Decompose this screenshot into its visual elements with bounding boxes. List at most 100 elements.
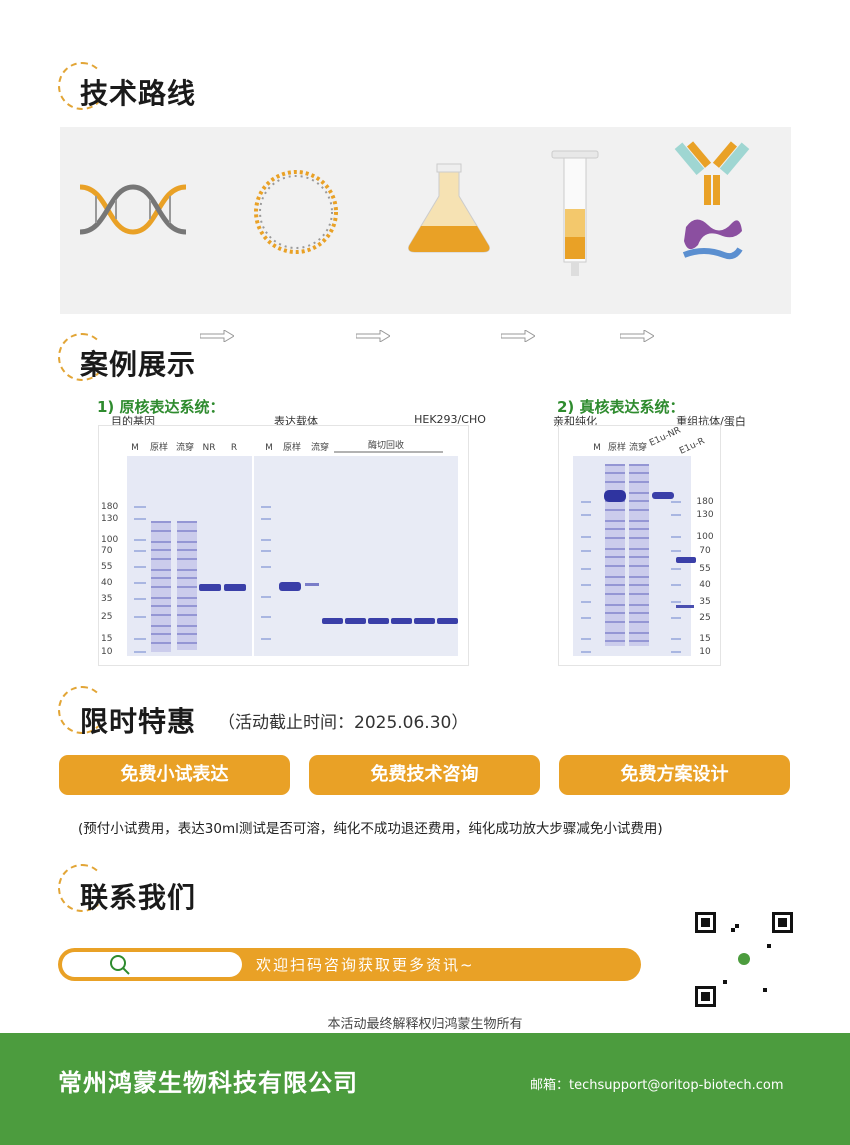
protein-band xyxy=(177,625,197,627)
step-label: 亲和纯化 xyxy=(553,415,597,428)
qr-module xyxy=(763,988,767,992)
arrow-icon xyxy=(200,330,234,342)
marker-band xyxy=(134,566,146,568)
marker-band xyxy=(134,598,146,600)
disclaimer: 本活动最终解释权归鸿蒙生物所有 xyxy=(327,1017,523,1032)
case1-title: 1) 原核表达系统： xyxy=(97,398,225,416)
email-link[interactable]: techsupport@oritop-biotech.com xyxy=(569,1078,784,1093)
marker-label: 35 xyxy=(699,597,710,607)
lane-label: 原样 xyxy=(283,441,301,453)
protein-band xyxy=(629,576,649,578)
heading-decoration xyxy=(58,333,106,381)
prokaryotic-gel-image: 180 130 100 70 55 40 35 25 15 10 M 原样 流穿 NR R M 原样 流穿 酶切回收 xyxy=(98,425,469,666)
protein-band xyxy=(605,548,625,550)
company-name: 常州鸿蒙生物科技有限公司 xyxy=(58,1069,358,1097)
marker-label: 180 xyxy=(696,497,713,507)
protein-band xyxy=(629,604,649,606)
protein-band xyxy=(177,558,197,560)
marker-band xyxy=(581,601,591,603)
marker-band xyxy=(581,568,591,570)
protein-band xyxy=(629,548,649,550)
scan-consult-bar[interactable]: 欢迎扫码咨询获取更多资讯~ xyxy=(58,948,641,981)
marker-band xyxy=(671,536,681,538)
plasmid-icon xyxy=(254,170,338,254)
marker-band xyxy=(671,617,681,619)
protein-band xyxy=(605,621,625,623)
free-plan-design-button[interactable]: 免费方案设计 xyxy=(559,755,790,795)
lane-label: 原样 xyxy=(608,441,626,453)
protein-band xyxy=(177,541,197,543)
lane-group-label: 酶切回收 xyxy=(368,439,404,451)
protein-band xyxy=(151,549,171,551)
protein-band xyxy=(629,621,649,623)
heading-decoration xyxy=(58,62,106,110)
marker-band xyxy=(134,550,146,552)
lane-label: E1u-NR xyxy=(648,426,682,449)
marker-band xyxy=(261,616,271,618)
marker-band xyxy=(581,584,591,586)
protein-band xyxy=(605,481,625,483)
protein-band xyxy=(224,584,246,591)
heading-decoration xyxy=(58,686,106,734)
protein-band xyxy=(345,618,366,624)
protein-band xyxy=(151,586,171,588)
protein-band xyxy=(151,558,171,560)
qr-module xyxy=(731,928,735,932)
lane-label: M xyxy=(131,443,139,453)
protein-band xyxy=(151,597,171,599)
protein-band xyxy=(151,642,171,644)
protein-band xyxy=(629,632,649,634)
qr-finder xyxy=(778,918,787,927)
protein-band xyxy=(605,604,625,606)
protein-band xyxy=(629,584,649,586)
footer: 常州鸿蒙生物科技有限公司 邮箱：techsupport@oritop-biote… xyxy=(0,1033,850,1145)
marker-band xyxy=(261,638,271,640)
protein-band xyxy=(605,464,625,466)
protein-band xyxy=(604,490,626,502)
marker-label: 40 xyxy=(699,580,711,590)
protein-band xyxy=(605,632,625,634)
column-icon xyxy=(551,150,599,276)
marker-band xyxy=(134,539,146,541)
lane-label: 流穿 xyxy=(311,441,329,453)
marker-band xyxy=(581,550,591,552)
marker-label: 55 xyxy=(699,564,710,574)
marker-band xyxy=(261,550,271,552)
marker-band xyxy=(134,506,146,508)
qr-logo xyxy=(738,953,750,965)
marker-label: 15 xyxy=(699,634,710,644)
gel-b xyxy=(254,456,458,656)
lane-smear xyxy=(629,464,649,646)
free-tech-consult-button[interactable]: 免费技术咨询 xyxy=(309,755,540,795)
protein-band xyxy=(177,605,197,607)
protein-band xyxy=(151,521,171,523)
protein-band xyxy=(177,569,197,571)
protein-band xyxy=(177,521,197,523)
marker-label: 15 xyxy=(101,634,112,644)
marker-band xyxy=(671,651,681,653)
protein-band xyxy=(177,549,197,551)
search-icon xyxy=(110,955,130,975)
protein-band xyxy=(151,614,171,616)
protein-band xyxy=(629,481,649,483)
marker-band xyxy=(261,518,271,520)
search-field[interactable] xyxy=(62,952,242,977)
protein-band xyxy=(414,618,435,624)
protein-band xyxy=(676,605,694,608)
marker-label: 25 xyxy=(101,612,112,622)
protein-band xyxy=(151,569,171,571)
lane-label: 流穿 xyxy=(629,441,647,453)
lane-label: M xyxy=(593,443,601,453)
marker-band xyxy=(581,514,591,516)
protein-band xyxy=(629,492,649,494)
protein-band xyxy=(605,576,625,578)
protein-band xyxy=(629,472,649,474)
protein-band xyxy=(605,593,625,595)
offer-deadline: （活动截止时间：2025.06.30） xyxy=(218,713,469,733)
marker-label: 100 xyxy=(101,535,118,545)
protein-band xyxy=(177,614,197,616)
free-trial-expression-button[interactable]: 免费小试表达 xyxy=(59,755,290,795)
case2-title: 2) 真核表达系统： xyxy=(557,398,685,416)
qr-code-image xyxy=(695,912,793,1007)
qr-module xyxy=(767,944,771,948)
